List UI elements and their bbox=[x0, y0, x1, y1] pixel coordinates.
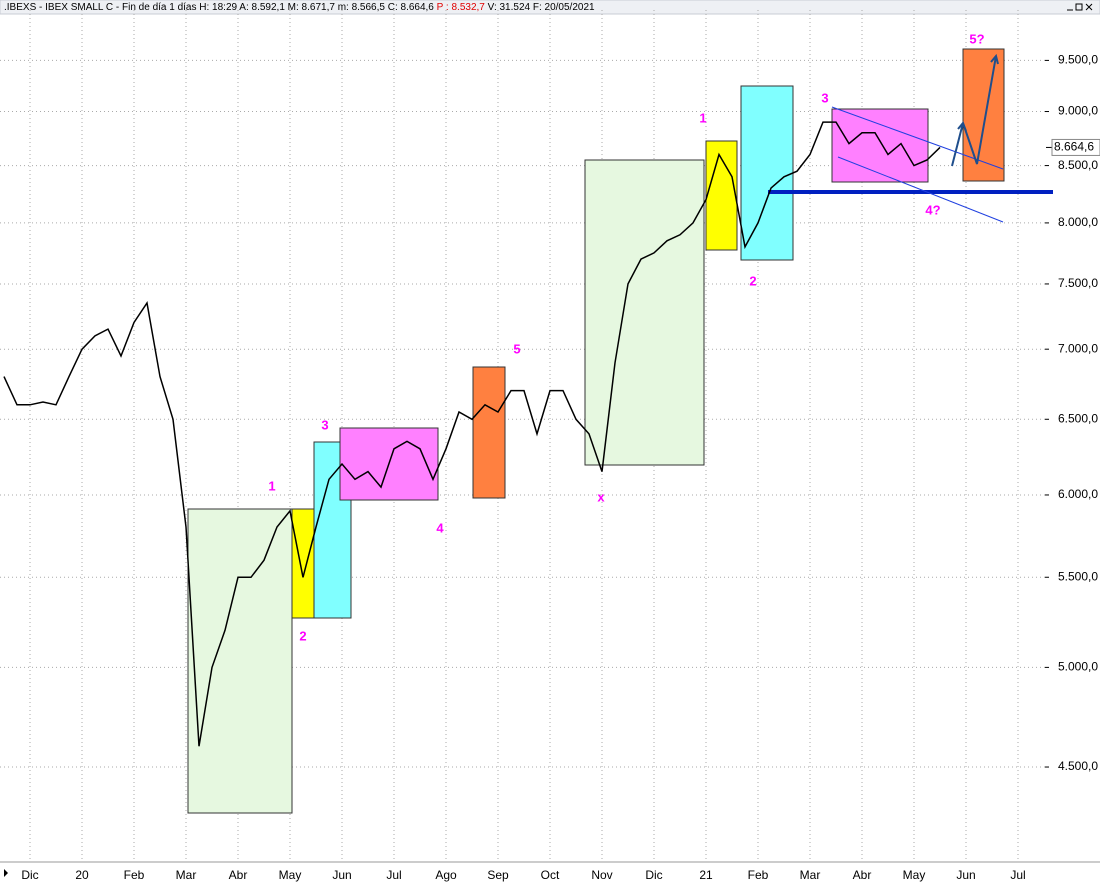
y-tick-label: 6.000,0 bbox=[1058, 487, 1098, 501]
wave-box bbox=[962, 48, 1005, 182]
y-tick-label: 7.000,0 bbox=[1058, 341, 1098, 355]
y-tick-label: 8.500,0 bbox=[1058, 158, 1098, 172]
window-controls[interactable] bbox=[1067, 3, 1093, 11]
x-tick-label: Jul bbox=[1010, 868, 1025, 882]
wave-box bbox=[187, 508, 293, 814]
wave-label: 2 bbox=[749, 273, 756, 288]
header-part: .IBEXS - IBEX SMALL C - Fin de día 1 día… bbox=[4, 2, 434, 13]
wave-box bbox=[472, 366, 506, 499]
current-price-label: 8.664,6 bbox=[1054, 140, 1094, 154]
x-tick-label: Ago bbox=[435, 868, 457, 882]
wave-label: 5 bbox=[513, 341, 520, 356]
wave-labels: 1 2 3 4 5 x 1 2 3 4? 5? bbox=[268, 31, 984, 643]
y-tick-label: 5.500,0 bbox=[1058, 569, 1098, 583]
close[interactable] bbox=[1085, 3, 1093, 11]
x-tick-label: Jul bbox=[386, 868, 401, 882]
x-tick-label: Mar bbox=[800, 868, 821, 882]
x-tick-label: 20 bbox=[75, 868, 89, 882]
x-tick-label: May bbox=[279, 868, 302, 882]
x-tick-label: Sep bbox=[487, 868, 509, 882]
current-price-box bbox=[1051, 138, 1100, 156]
maximize[interactable] bbox=[1075, 3, 1083, 11]
grid: 4.500,0 5.000,0 5.500,0 6.000,0 6.500,0 7.000… bbox=[0, 10, 1098, 882]
x-tick-label: Abr bbox=[853, 868, 872, 882]
wave-label: 3 bbox=[321, 417, 328, 432]
y-tick-label: 8.000,0 bbox=[1058, 215, 1098, 229]
x-tick-label: Feb bbox=[124, 868, 145, 882]
x-tick-label: Feb bbox=[748, 868, 769, 882]
x-tick-label: Mar bbox=[176, 868, 197, 882]
scroll-arrow[interactable] bbox=[4, 869, 8, 877]
header-part: V: 31.524 F: 20/05/2021 bbox=[488, 2, 595, 13]
channel-line bbox=[837, 156, 1004, 223]
wave-box bbox=[291, 508, 315, 619]
wave-label: 2 bbox=[299, 628, 306, 643]
y-tick-label: 7.500,0 bbox=[1058, 276, 1098, 290]
y-tick-label: 6.500,0 bbox=[1058, 411, 1098, 425]
wave-box bbox=[740, 85, 794, 261]
x-tick-label: Abr bbox=[229, 868, 248, 882]
x-tick-label: Jun bbox=[332, 868, 351, 882]
wave-label: 4 bbox=[436, 520, 444, 535]
wave-label: 5? bbox=[969, 31, 984, 46]
header-text: .IBEXS - IBEX SMALL C - Fin de día 1 día… bbox=[4, 2, 595, 13]
x-tick-label: 21 bbox=[699, 868, 713, 882]
x-tick-label: Jun bbox=[956, 868, 975, 882]
wave-label: 1 bbox=[268, 478, 275, 493]
wave-label: 1 bbox=[699, 110, 706, 125]
wave-box bbox=[831, 108, 929, 183]
price-line bbox=[3, 121, 941, 747]
x-tick-label: Dic bbox=[21, 868, 38, 882]
y-tick-label: 5.000,0 bbox=[1058, 660, 1098, 674]
wave-label: 3 bbox=[821, 90, 828, 105]
projection-arrow bbox=[951, 53, 999, 167]
wave-box bbox=[584, 159, 705, 466]
wave-label: x bbox=[597, 489, 605, 504]
x-tick-label: Oct bbox=[541, 868, 560, 882]
wave-label: 4? bbox=[925, 202, 940, 217]
y-tick-label: 4.500,0 bbox=[1058, 759, 1098, 773]
header-part: P : 8.532,7 bbox=[437, 2, 486, 13]
x-tick-label: Nov bbox=[591, 868, 612, 882]
x-tick-label: May bbox=[903, 868, 926, 882]
y-tick-label: 9.500,0 bbox=[1058, 53, 1098, 67]
plot: 8.664,6 bbox=[3, 121, 1100, 747]
x-tick-label: Dic bbox=[645, 868, 662, 882]
y-tick-label: 9.000,0 bbox=[1058, 104, 1098, 118]
